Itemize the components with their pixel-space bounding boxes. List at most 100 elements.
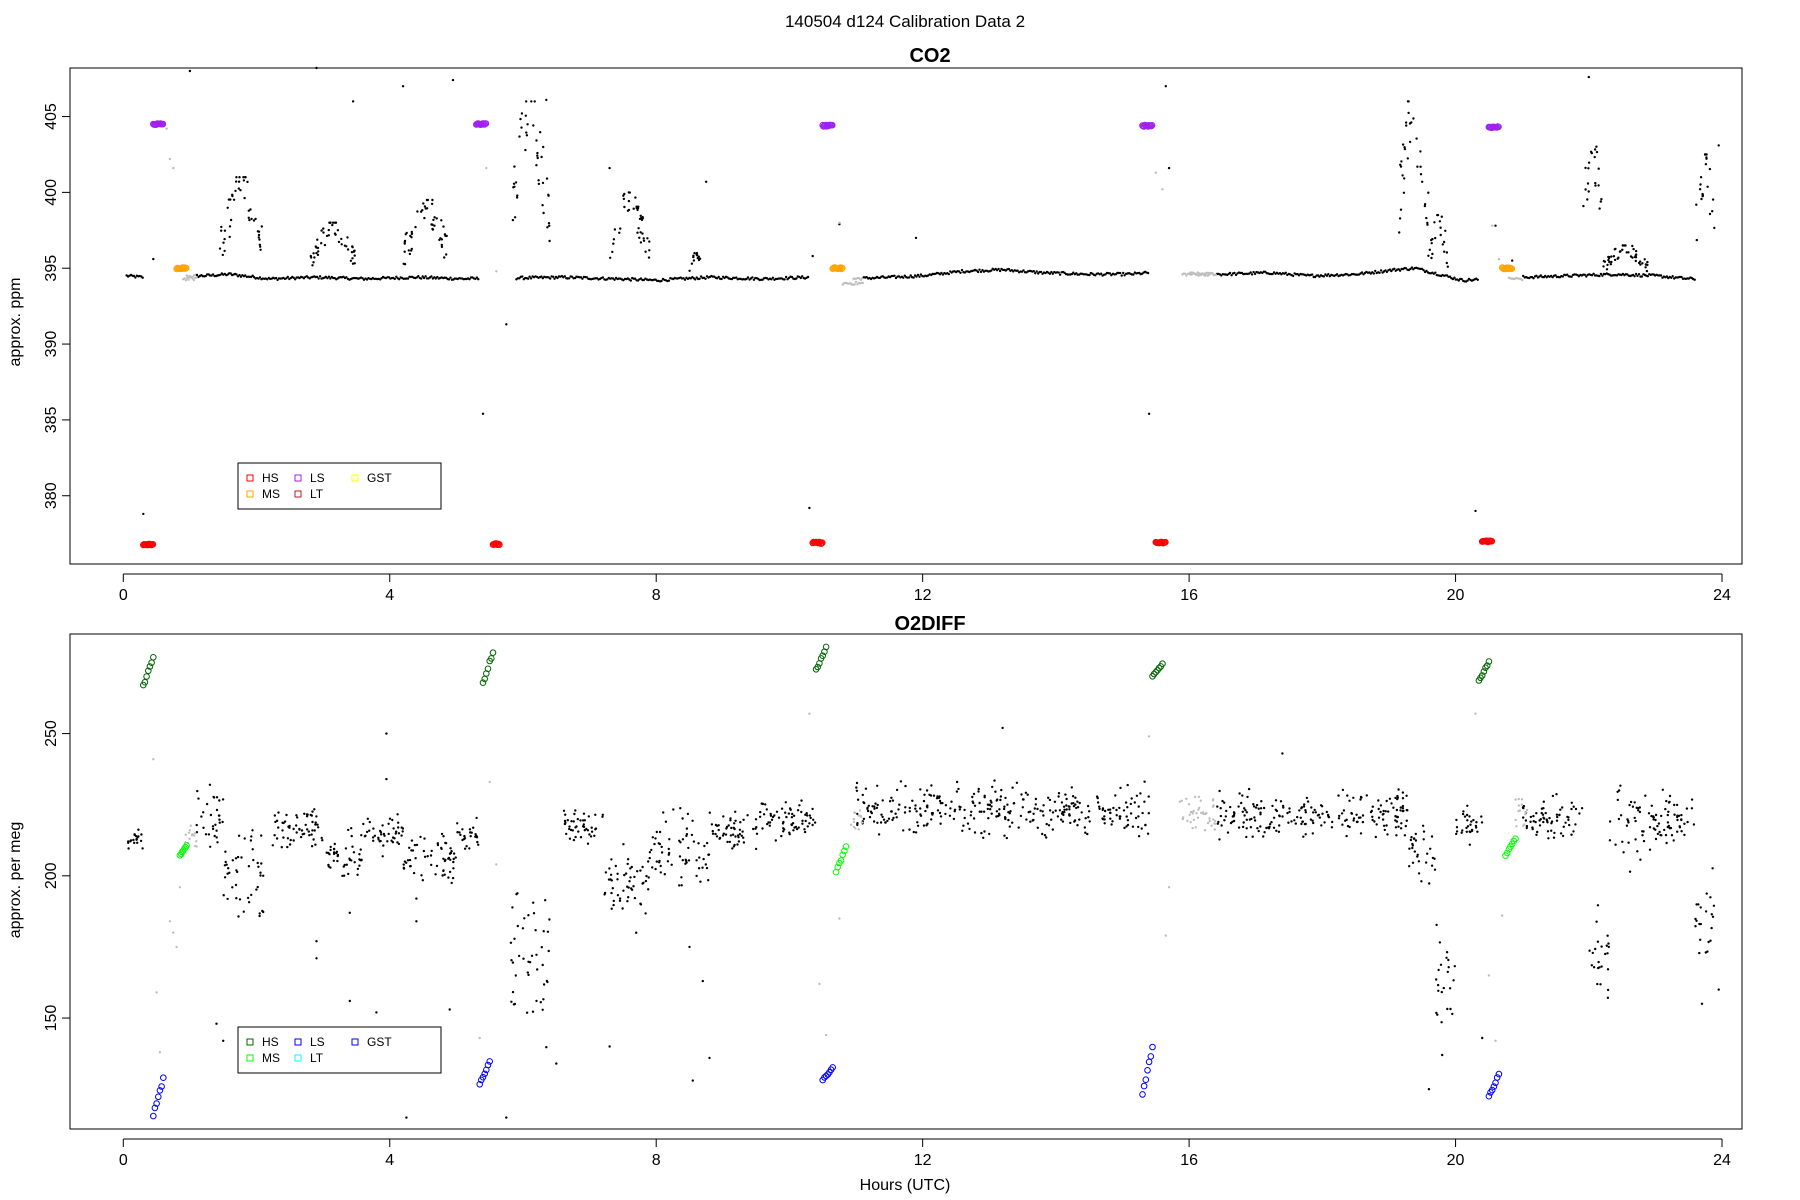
co2-ambient-point [266, 278, 269, 281]
o2diff-ambient-point [809, 816, 812, 820]
co2-ambient-point [407, 249, 410, 252]
o2diff-outlier-point [348, 911, 351, 914]
o2diff-ambient-point [1449, 1007, 1452, 1011]
o2diff-ambient-point [397, 826, 400, 829]
o2diff-ambient-point [1561, 834, 1565, 838]
o2diff-ambient-point [356, 873, 359, 876]
co2-ambient-point [402, 262, 405, 265]
o2diff-ambient-point [1622, 851, 1625, 854]
o2diff-ambient-point [440, 846, 443, 850]
o2diff-ambient-point [1626, 818, 1629, 821]
o2diff-ambient-point [401, 830, 404, 833]
co2-ambient-point [623, 192, 626, 196]
o2diff-ambient-point [397, 821, 400, 824]
o2diff-ambient-point [577, 830, 580, 833]
co2-ambient-point [636, 208, 639, 212]
co2-outlier-point [811, 254, 814, 258]
co2-ambient-point [1595, 145, 1598, 148]
o2diff-ambient-point [1217, 820, 1220, 824]
o2diff-ambient-point [904, 806, 907, 809]
co2-ambient-point [1584, 188, 1587, 191]
o2diff-ambient-point [1111, 820, 1114, 823]
o2diff-ambient-point [368, 829, 371, 832]
o2diff-ambient-point [855, 786, 858, 789]
o2diff-ambient-point [880, 813, 883, 816]
o2diff-ambient-point [259, 874, 262, 877]
co2-ambient-point [346, 248, 350, 251]
co2-ambient-point [976, 270, 980, 274]
o2diff-ambient-point [973, 804, 977, 807]
o2diff-ambient-point [690, 833, 694, 837]
co2-ambient-point [1680, 275, 1683, 279]
o2diff-ambient-point [1074, 803, 1077, 806]
o2diff-ambient-point [408, 858, 412, 862]
o2diff-ambient-point [1428, 882, 1431, 885]
o2diff-ambient-point [1288, 810, 1291, 814]
co2-ambient-point [434, 277, 437, 280]
o2diff-ambient-point [754, 818, 758, 821]
o2diff-ambient-point [1400, 822, 1403, 825]
o2diff-ambient-point [1440, 990, 1444, 994]
o2diff-ambient-point [410, 839, 414, 842]
o2diff-ambient-point [861, 793, 864, 797]
co2-ambient-point [547, 194, 550, 197]
o2diff-ambient-point [310, 814, 313, 817]
o2diff-ambient-point [456, 831, 459, 834]
co2-ambient-point [546, 226, 549, 229]
o2diff-ambient-point [1065, 804, 1068, 807]
co2-ambient-point [619, 227, 622, 230]
o2diff-flush-point [858, 809, 862, 812]
co2-outlier-point [1494, 224, 1497, 227]
o2diff-ambient-point [1607, 942, 1610, 945]
o2diff-ambient-point [958, 805, 961, 808]
o2diff-ambient-point [273, 814, 276, 817]
o2diff-ambient-point [738, 828, 742, 831]
co2-ambient-point [1711, 198, 1715, 201]
o2diff-ambient-point [275, 837, 279, 840]
o2diff-ambient-point [1337, 794, 1340, 797]
o2diff-ambient-point [472, 826, 475, 829]
co2-ambient-point [635, 206, 638, 210]
o2diff-ambient-point [223, 864, 227, 867]
o2diff-ambient-point [215, 808, 219, 812]
o2diff-ambient-point [1698, 922, 1701, 926]
o2diff-ambient-point [209, 845, 212, 848]
o2diff-ambient-point [260, 862, 263, 865]
o2diff-ambient-point [258, 912, 261, 915]
o2diff-ambient-point [1397, 825, 1400, 828]
co2-ambient-point [535, 164, 538, 167]
co2-ambient-point [529, 277, 533, 280]
co2-ambient-point [237, 187, 240, 190]
co2-ambient-point [1539, 274, 1543, 277]
o2diff-ambient-point [895, 816, 898, 819]
o2diff-ambient-point [812, 818, 815, 821]
o2diff-ambient-point [461, 828, 464, 831]
o2diff-ambient-point [522, 957, 525, 960]
o2diff-cal-flush-point [152, 758, 155, 761]
co2-ambient-point [1393, 267, 1396, 270]
o2diff-ambient-point [658, 859, 661, 863]
o2diff-ambient-point [1675, 803, 1679, 807]
o2diff-ambient-point [995, 810, 999, 813]
o2diff-x-tick-label: 4 [385, 1152, 394, 1169]
o2diff-ambient-point [1080, 811, 1083, 814]
o2diff-ambient-point [1134, 816, 1138, 820]
o2diff-ambient-point [1408, 847, 1411, 850]
o2diff-ambient-point [574, 809, 577, 812]
o2diff-ambient-point [1241, 825, 1245, 829]
o2diff-ambient-point [655, 860, 658, 863]
co2-ambient-point [395, 275, 398, 278]
o2diff-ambient-point [876, 784, 879, 787]
co2-x-tick-label: 0 [119, 587, 128, 604]
o2diff-ambient-point [359, 848, 362, 851]
o2diff-ambient-point [1699, 938, 1702, 941]
co2-ambient-point [440, 238, 444, 241]
o2diff-ambient-point [1534, 820, 1537, 824]
o2diff-ambient-point [296, 816, 299, 819]
co2-ambient-point [244, 176, 247, 179]
o2diff-ambient-point [1103, 818, 1106, 821]
o2diff-ambient-point [1387, 810, 1390, 813]
o2diff-ambient-point [1229, 805, 1232, 809]
o2diff-ambient-point [782, 827, 785, 830]
